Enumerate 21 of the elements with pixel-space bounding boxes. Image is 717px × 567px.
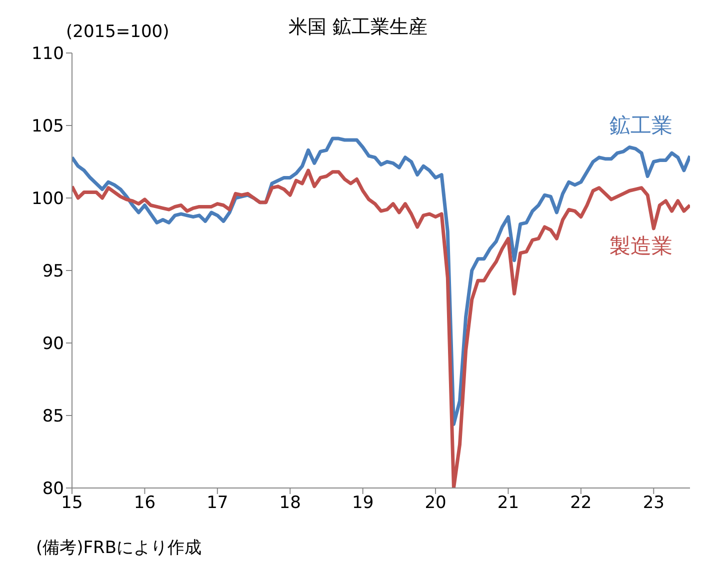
y-tick-label: 105 xyxy=(32,116,64,137)
chart-title: 米国 鉱工業生産 xyxy=(288,16,428,38)
series-label: 鉱工業 xyxy=(610,114,672,138)
y-tick-label: 90 xyxy=(42,334,64,354)
series-label: 製造業 xyxy=(610,234,672,258)
x-tick-label: 23 xyxy=(642,493,664,514)
y-tick-label: 85 xyxy=(42,406,64,427)
y-axis-title: (2015=100) xyxy=(66,22,170,42)
x-tick-label: 16 xyxy=(134,493,156,514)
y-tick-label: 110 xyxy=(32,44,64,64)
x-tick-label: 15 xyxy=(61,493,83,514)
x-tick-label: 18 xyxy=(279,493,301,514)
y-tick-label: 80 xyxy=(42,479,64,500)
x-tick-label: 20 xyxy=(424,493,446,514)
y-tick-label: 95 xyxy=(42,262,64,282)
x-tick-label: 19 xyxy=(352,493,374,514)
x-tick-label: 22 xyxy=(570,493,592,514)
x-tick-label: 17 xyxy=(206,493,228,514)
y-tick-label: 100 xyxy=(32,189,64,210)
x-tick-label: 21 xyxy=(497,493,520,514)
text: (備考)FRBにより作成 xyxy=(36,537,202,559)
